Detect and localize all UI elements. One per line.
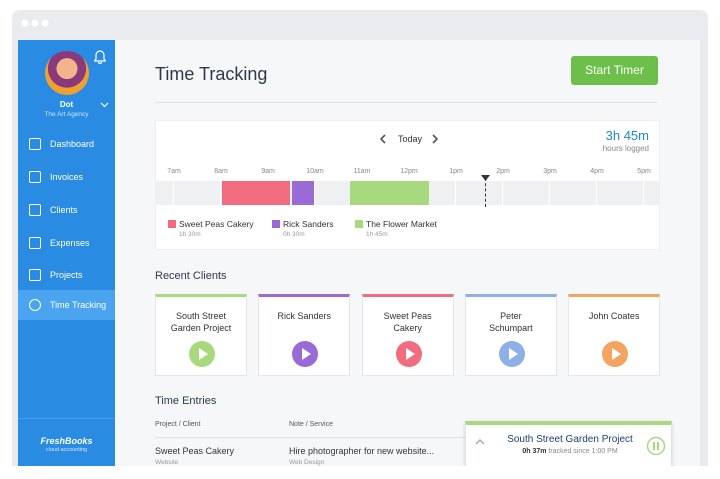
nav-item[interactable]: Dashboard: [50, 139, 95, 149]
hour-label: 10am: [306, 168, 324, 175]
nav-icon: [29, 171, 41, 183]
client-card[interactable]: Rick Sanders: [258, 294, 351, 376]
client-name: John Coates: [588, 311, 640, 321]
main-area: [115, 40, 700, 466]
now-marker: [485, 178, 486, 207]
hour-label: 7am: [167, 168, 181, 175]
avatar[interactable]: [45, 51, 89, 95]
column-header: Project / Client: [155, 421, 201, 428]
nav-icon: [29, 204, 41, 216]
timer-status: 0h 37m tracked since 1:00 PM: [490, 448, 650, 455]
bottom-edge: [0, 466, 720, 479]
user-menu-chevron[interactable]: [100, 102, 109, 108]
play-button[interactable]: [602, 341, 629, 367]
total-hours-label: hours logged: [602, 144, 649, 153]
hour-label: 5pm: [637, 168, 651, 175]
next-day[interactable]: [431, 134, 439, 144]
section-title: Recent Clients: [155, 270, 227, 282]
legend-swatch: [355, 220, 363, 228]
sidebar-divider: [18, 418, 115, 419]
sidebar: [18, 40, 115, 466]
time-block: [350, 181, 429, 205]
entry-sub: Website: [155, 459, 179, 466]
legend-swatch: [272, 220, 280, 228]
play-button[interactable]: [395, 341, 422, 367]
start-timer-button[interactable]: Start Timer: [571, 56, 658, 85]
client-card[interactable]: John Coates: [568, 294, 661, 376]
hour-label: 2pm: [496, 168, 510, 175]
hour-label: 9am: [261, 168, 275, 175]
entry-project: Sweet Peas Cakery: [155, 446, 235, 456]
logo-tagline: cloud accounting: [45, 447, 88, 453]
column-header: Note / Service: [289, 421, 333, 428]
legend-name: The Flower Market: [366, 219, 437, 229]
client-card[interactable]: Peter Schumpart: [464, 294, 557, 376]
hour-divider: [173, 181, 174, 205]
nav-item[interactable]: Clients: [50, 205, 78, 215]
play-button[interactable]: [292, 341, 319, 367]
timer-project: South Street Garden Project: [507, 434, 633, 445]
hour-divider: [502, 181, 503, 205]
hour-divider: [643, 181, 644, 205]
client-card[interactable]: South Street Garden Project: [155, 294, 247, 376]
nav-icon: [29, 237, 41, 249]
legend-name: Sweet Peas Cakery: [179, 219, 254, 229]
total-hours: 3h 45m: [605, 128, 649, 143]
time-block: [222, 181, 290, 205]
timer-elapsed: 0h 37m: [522, 448, 547, 455]
user-name: Dot: [59, 100, 74, 109]
client-name: South Street Garden Project: [170, 311, 232, 333]
pause-button[interactable]: [646, 436, 666, 456]
section-title: Time Entries: [155, 395, 217, 407]
hour-divider: [314, 181, 315, 205]
nav-icon: [29, 269, 41, 281]
hour-label: 4pm: [590, 168, 604, 175]
legend-name: Rick Sanders: [283, 219, 334, 229]
page-title: Time Tracking: [155, 64, 268, 84]
play-button[interactable]: [498, 341, 525, 367]
timer-since: tracked since 1:00 PM: [548, 448, 618, 455]
client-name: Sweet Peas Cakery: [383, 311, 432, 333]
time-block: [292, 181, 314, 205]
hour-divider: [220, 181, 221, 205]
bell-icon[interactable]: [94, 50, 106, 64]
hour-divider: [549, 181, 550, 205]
entry-note: Hire photographer for new website...: [289, 446, 435, 456]
nav-item[interactable]: Invoices: [50, 172, 84, 182]
legend-duration: 1h 30m: [179, 231, 201, 238]
hour-divider: [596, 181, 597, 205]
logo: FreshBooks: [40, 436, 93, 446]
client-name: Peter Schumpart: [489, 311, 533, 333]
active-timer[interactable]: [465, 421, 672, 467]
user-company: The Art Agency: [44, 111, 89, 118]
hour-label: 1pm: [449, 168, 463, 175]
nav-item[interactable]: Projects: [50, 270, 83, 280]
header-divider: [155, 102, 657, 103]
today-label: Today: [397, 134, 423, 144]
entry-service: Web Design: [289, 459, 325, 466]
nav-icon: [29, 138, 41, 150]
prev-day[interactable]: [379, 134, 387, 144]
client-name: Rick Sanders: [277, 311, 332, 321]
legend-duration: 0h 30m: [283, 231, 305, 238]
nav-icon: [29, 299, 41, 311]
window-controls: [21, 19, 49, 27]
play-button[interactable]: [189, 341, 215, 367]
legend-swatch: [168, 220, 176, 228]
now-marker-head: [481, 175, 490, 181]
legend-duration: 1h 45m: [366, 231, 388, 238]
client-card[interactable]: Sweet Peas Cakery: [361, 294, 454, 376]
hour-label: 8am: [214, 168, 228, 175]
nav-item[interactable]: Expenses: [50, 238, 90, 248]
table-divider: [155, 437, 660, 438]
hour-label: 12pm: [400, 168, 418, 175]
expand-chevron[interactable]: [475, 438, 485, 445]
hour-divider: [455, 181, 456, 205]
hour-label: 11am: [353, 168, 371, 175]
hour-label: 3pm: [543, 168, 557, 175]
